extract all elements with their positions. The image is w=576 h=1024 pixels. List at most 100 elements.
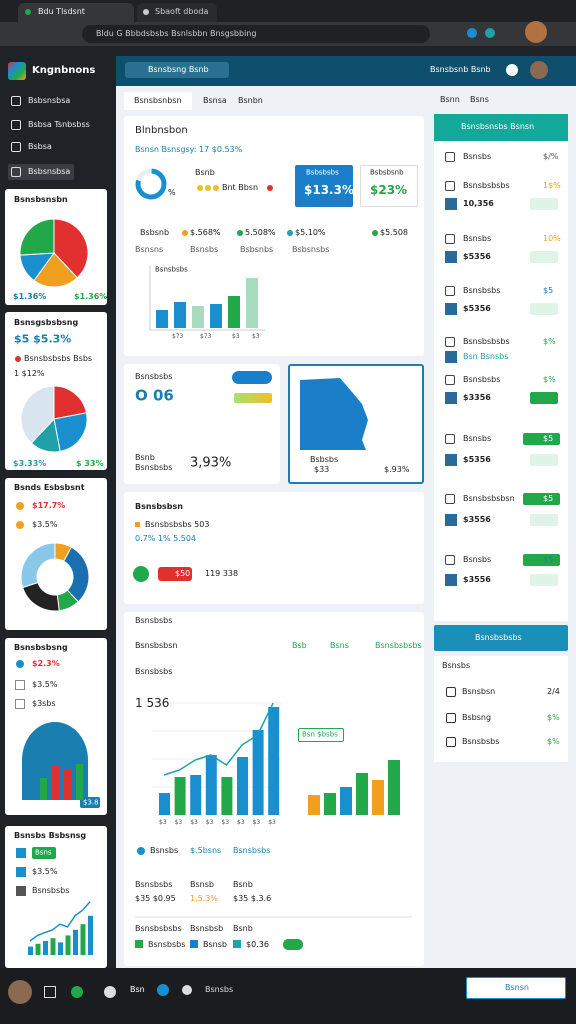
- tab[interactable]: [137, 3, 217, 22]
- right-panel-items-0-1: 2/4: [547, 687, 560, 696]
- taskbar-a[interactable]: Bsn: [130, 985, 145, 994]
- browser-tabs-1[interactable]: Sbaoft dboda: [155, 7, 209, 16]
- trend-line: [163, 702, 274, 776]
- toggle[interactable]: [232, 371, 272, 384]
- bar: [88, 915, 93, 955]
- left-c5-a: $3.5%: [32, 867, 58, 876]
- icon: [16, 867, 26, 877]
- pill: [234, 393, 272, 403]
- pie-slice: [53, 412, 88, 453]
- sidebar-menu-3[interactable]: Bsbsnsbsa: [28, 167, 71, 176]
- arch: [22, 722, 88, 800]
- browser-tabs-0[interactable]: Bdu Tlsdsnt: [38, 7, 85, 16]
- bar: [156, 310, 168, 328]
- button[interactable]: [434, 625, 568, 651]
- pie-slice: [135, 167, 152, 182]
- main-d-line1: Bsnsbsbsbs 503: [145, 520, 210, 529]
- menu-icon[interactable]: [11, 96, 21, 106]
- url-field[interactable]: [82, 25, 430, 43]
- left-c4-a: $2.3%: [32, 659, 60, 668]
- main-a-rating: Bnt Bbsn: [222, 183, 259, 192]
- pie-slice: [53, 385, 88, 420]
- main-e-xticks-7: $3: [268, 819, 276, 826]
- menu-icon[interactable]: [11, 142, 21, 152]
- icon: [237, 230, 243, 236]
- button[interactable]: [466, 977, 566, 999]
- main-a-ticks-2: $3: [232, 333, 240, 340]
- main-e-legend-2: Bsnsbsbs: [233, 846, 271, 855]
- icon: [445, 337, 455, 347]
- dropdown[interactable]: [125, 62, 229, 78]
- right-items-5-value: $3356: [463, 393, 491, 402]
- bar: [73, 929, 78, 955]
- right-items-1-tag: 1$%: [543, 181, 561, 190]
- bar: [246, 278, 258, 328]
- left-c5-b: Bsnsbsbs: [32, 886, 70, 895]
- icon: [16, 502, 24, 510]
- tab[interactable]: [18, 3, 134, 22]
- bar: [80, 924, 86, 955]
- main-tabs-2[interactable]: Bsnbn: [238, 96, 263, 105]
- main-a-box1-title: Bsbsbsbs: [306, 168, 339, 177]
- pie-slice: [19, 218, 55, 256]
- menu-icon[interactable]: [11, 120, 21, 130]
- main-a-row2-1: Bsnsbs: [190, 245, 219, 254]
- left-c2-sub: 1 $12%: [14, 369, 45, 378]
- right-items-3-value: $5356: [463, 304, 491, 313]
- taskbar-button[interactable]: Bsnsn: [505, 983, 529, 992]
- icon: [233, 940, 241, 948]
- tab[interactable]: [124, 92, 192, 110]
- card: [124, 492, 424, 604]
- bar: [174, 302, 186, 328]
- main-e-row1v-1: 1.5.3%: [190, 894, 218, 903]
- icon: [71, 986, 83, 998]
- taskbar-b[interactable]: Bsnsbs: [205, 985, 234, 994]
- sidebar-menu-2[interactable]: Bsbsa: [28, 142, 52, 151]
- bar: [159, 793, 170, 815]
- pill: [530, 514, 558, 526]
- main-e-head-1: Bsb: [292, 641, 307, 650]
- main-e-pills-1: Bsnsb: [203, 940, 227, 949]
- icon: [445, 286, 455, 296]
- icon: [197, 185, 203, 191]
- pill: [530, 454, 558, 466]
- pill: [530, 303, 558, 315]
- icon: [190, 940, 198, 948]
- icon: [143, 9, 149, 15]
- bar: [372, 780, 384, 815]
- right-items-0-tag: $/%: [543, 152, 559, 161]
- icon[interactable]: [44, 986, 56, 998]
- bar: [252, 730, 264, 815]
- menu-icon[interactable]: [11, 167, 21, 177]
- main-e-pills-2: $0.36: [246, 940, 269, 949]
- icon: [16, 660, 24, 668]
- left-c4-badge: $3.8: [83, 798, 99, 807]
- left-c2-value: $5 $5.3%: [14, 332, 72, 346]
- icon: [445, 303, 457, 315]
- browser-url[interactable]: Bldu G Bbbdsbsbs Bsnlsbbn Bnsgsbbing: [96, 29, 257, 38]
- right-items-7-value: $3556: [463, 515, 491, 524]
- sidebar-menu-1[interactable]: Bsbsa Tsnbsbss: [28, 120, 90, 129]
- right-items-2-value: $5356: [463, 252, 491, 261]
- right-button[interactable]: Bsnsbsbsbs: [475, 633, 522, 642]
- left-c2-title: Bsnsgsbsbsng: [14, 318, 79, 327]
- main-e-xticks-2: $3: [190, 819, 198, 826]
- main-a-row1-3: $5.10%: [295, 228, 326, 237]
- main-e-row1-1: Bsnsb: [190, 880, 214, 889]
- bar: [356, 773, 368, 815]
- main-tabs-0[interactable]: Bsnsbsnbsn: [134, 96, 182, 105]
- icon: [446, 737, 456, 747]
- header-dropdown[interactable]: Bsnsbsng Bsnb: [148, 65, 209, 74]
- main-c-left-val: $33: [314, 465, 330, 474]
- left-c1-title: Bsnsbsnsbn: [14, 195, 68, 204]
- icon: [445, 494, 455, 504]
- main-a-row2-2: Bsbsnbs: [240, 245, 274, 254]
- main-tabs-1[interactable]: Bsnsa: [203, 96, 227, 105]
- right-items-2-tag: 10%: [543, 234, 561, 243]
- sidebar-menu-0[interactable]: Bsbsnsbsa: [28, 96, 71, 105]
- icon: [287, 230, 293, 236]
- icon: [8, 980, 32, 1004]
- bar: [190, 775, 202, 815]
